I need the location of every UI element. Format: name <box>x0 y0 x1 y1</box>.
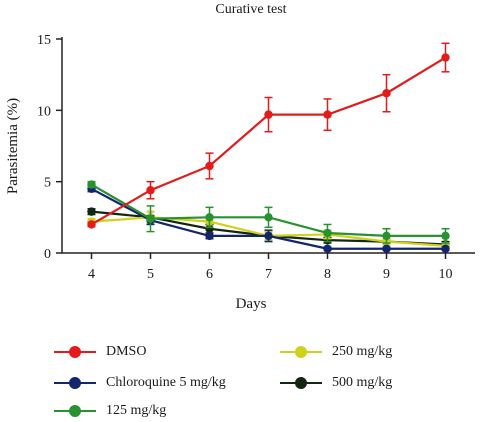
data-point <box>205 213 214 222</box>
y-axis-label: Parasitemia (%) <box>5 98 21 194</box>
x-tick-label: 5 <box>147 267 154 282</box>
data-point <box>382 244 391 253</box>
data-point <box>146 186 155 195</box>
data-point <box>323 228 332 238</box>
y-tick-label: 0 <box>44 247 51 262</box>
data-point <box>87 220 96 229</box>
data-point <box>382 231 391 241</box>
data-point <box>205 231 214 241</box>
x-tick-label: 4 <box>88 267 95 282</box>
x-tick-label: 9 <box>383 267 390 282</box>
data-point <box>264 231 273 241</box>
chart-title: Curative test <box>215 2 286 17</box>
data-point <box>323 110 332 119</box>
data-point <box>441 231 450 241</box>
y-tick-label: 5 <box>44 176 51 191</box>
x-tick-label: 8 <box>324 267 331 282</box>
data-point <box>441 244 450 253</box>
data-point <box>382 89 391 98</box>
x-axis-label: Days <box>236 296 267 312</box>
data-point <box>205 161 214 171</box>
data-point <box>441 53 450 62</box>
x-tick-label: 10 <box>439 267 453 282</box>
x-tick-label: 7 <box>265 267 272 282</box>
data-point <box>146 214 155 223</box>
data-point <box>264 110 273 119</box>
data-point <box>264 213 273 222</box>
data-point <box>323 244 332 253</box>
y-tick-label: 15 <box>37 33 51 48</box>
series-line <box>90 56 447 226</box>
data-point <box>87 180 96 189</box>
y-tick-label: 10 <box>37 104 51 119</box>
x-tick-label: 6 <box>206 267 213 282</box>
data-point <box>87 207 96 216</box>
